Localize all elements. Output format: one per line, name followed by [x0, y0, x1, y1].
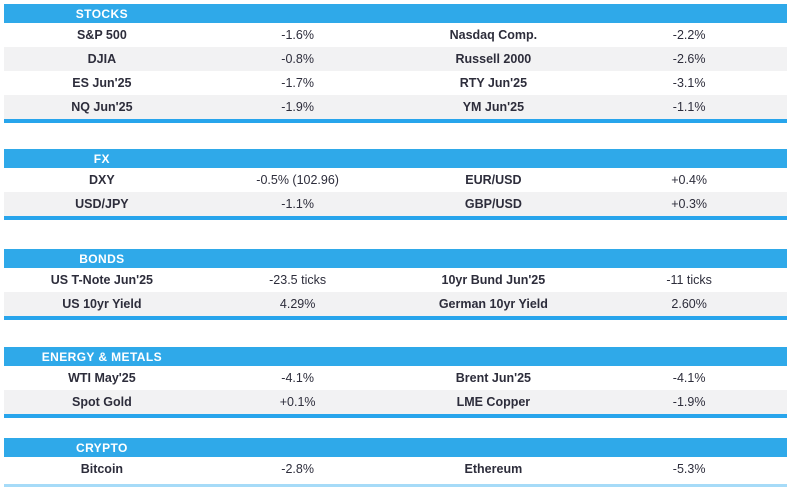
change-value: -3.1%: [672, 76, 706, 90]
market-row: WTI May'25 -4.1% Brent Jun'25 -4.1%: [4, 366, 787, 390]
section-bonds: BONDS US T-Note Jun'25 -23.5 ticks 10yr …: [4, 249, 787, 320]
instrument-label: EUR/USD: [465, 173, 522, 187]
market-row: NQ Jun'25 -1.9% YM Jun'25 -1.1%: [4, 95, 787, 119]
instrument-label: US 10yr Yield: [62, 297, 142, 311]
instrument-label: Nasdaq Comp.: [449, 28, 538, 42]
change-value: -0.8%: [281, 52, 314, 66]
section-header-fx: FX: [4, 149, 787, 168]
change-value: -2.8%: [281, 462, 314, 476]
change-value: +0.1%: [279, 395, 316, 409]
section-crypto: CRYPTO Bitcoin -2.8% Ethereum -5.3%: [4, 438, 787, 487]
section-header-bonds: BONDS: [4, 249, 787, 268]
change-value: +0.3%: [671, 197, 708, 211]
section-title: FX: [93, 151, 110, 166]
instrument-label: GBP/USD: [464, 197, 522, 211]
instrument-label: Russell 2000: [455, 52, 532, 66]
change-value: -1.6%: [281, 28, 314, 42]
section-fx: FX DXY -0.5% (102.96) EUR/USD +0.4% USD/…: [4, 149, 787, 220]
change-value: -1.1%: [281, 197, 314, 211]
section-divider: [4, 414, 787, 418]
bottom-edge-line: [4, 484, 787, 487]
market-row: Bitcoin -2.8% Ethereum -5.3%: [4, 457, 787, 481]
instrument-label: DXY: [89, 173, 115, 187]
change-value: +0.4%: [671, 173, 708, 187]
instrument-label: 10yr Bund Jun'25: [441, 273, 546, 287]
instrument-label: Bitcoin: [80, 462, 124, 476]
change-value: -4.1%: [281, 371, 314, 385]
section-stocks: STOCKS S&P 500 -1.6% Nasdaq Comp. -2.2% …: [4, 4, 787, 123]
instrument-label: USD/JPY: [75, 197, 129, 211]
section-title: ENERGY & METALS: [41, 349, 162, 364]
market-row: US 10yr Yield 4.29% German 10yr Yield 2.…: [4, 292, 787, 316]
section-header-stocks: STOCKS: [4, 4, 787, 23]
change-value: -5.3%: [672, 462, 706, 476]
market-row: USD/JPY -1.1% GBP/USD +0.3%: [4, 192, 787, 216]
instrument-label: Spot Gold: [72, 395, 132, 409]
instrument-label: YM Jun'25: [462, 100, 525, 114]
market-row: S&P 500 -1.6% Nasdaq Comp. -2.2%: [4, 23, 787, 47]
instrument-label: Ethereum: [464, 462, 523, 476]
instrument-label: WTI May'25: [68, 371, 136, 385]
change-value: 4.29%: [279, 297, 316, 311]
instrument-label: ES Jun'25: [72, 76, 132, 90]
market-row: DJIA -0.8% Russell 2000 -2.6%: [4, 47, 787, 71]
market-row: ES Jun'25 -1.7% RTY Jun'25 -3.1%: [4, 71, 787, 95]
change-value: -1.9%: [672, 395, 706, 409]
market-row: US T-Note Jun'25 -23.5 ticks 10yr Bund J…: [4, 268, 787, 292]
section-title: STOCKS: [75, 6, 128, 21]
instrument-label: Brent Jun'25: [455, 371, 531, 385]
instrument-label: US T-Note Jun'25: [50, 273, 154, 287]
section-divider: [4, 316, 787, 320]
change-value: -1.7%: [281, 76, 314, 90]
change-value: -1.1%: [672, 100, 706, 114]
change-value: -2.6%: [672, 52, 706, 66]
section-header-energy-metals: ENERGY & METALS: [4, 347, 787, 366]
change-value: -1.9%: [281, 100, 314, 114]
section-energy-metals: ENERGY & METALS WTI May'25 -4.1% Brent J…: [4, 347, 787, 418]
section-title: CRYPTO: [76, 440, 128, 455]
section-header-crypto: CRYPTO: [4, 438, 787, 457]
instrument-label: RTY Jun'25: [459, 76, 528, 90]
change-value: -23.5 ticks: [269, 273, 327, 287]
instrument-label: LME Copper: [456, 395, 531, 409]
market-row: Spot Gold +0.1% LME Copper -1.9%: [4, 390, 787, 414]
market-row: DXY -0.5% (102.96) EUR/USD +0.4%: [4, 168, 787, 192]
change-value: -11 ticks: [666, 273, 712, 287]
change-value: -4.1%: [672, 371, 706, 385]
instrument-label: DJIA: [87, 52, 117, 66]
section-title: BONDS: [79, 251, 125, 266]
change-value: 2.60%: [671, 297, 707, 311]
change-value: -0.5% (102.96): [256, 173, 339, 187]
instrument-label: German 10yr Yield: [438, 297, 548, 311]
section-divider: [4, 216, 787, 220]
instrument-label: S&P 500: [76, 28, 127, 42]
change-value: -2.2%: [672, 28, 706, 42]
section-divider: [4, 119, 787, 123]
instrument-label: NQ Jun'25: [71, 100, 133, 114]
